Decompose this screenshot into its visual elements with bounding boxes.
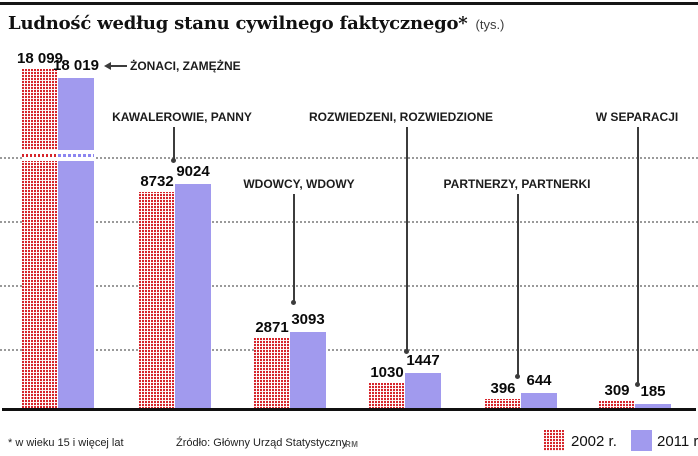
zonaci-arrowhead-icon bbox=[104, 62, 111, 70]
bar-2002-cat0 bbox=[22, 69, 58, 150]
legend: 2002 r. 2011 r. bbox=[0, 430, 698, 452]
gridline bbox=[0, 221, 698, 223]
category-label-kawalerowie: KAWALEROWIE, PANNY bbox=[112, 110, 252, 124]
wseparacji-pointer-line bbox=[637, 127, 639, 384]
x-axis bbox=[2, 408, 696, 411]
legend-label-2011: 2011 r. bbox=[657, 433, 698, 450]
value-label-2002-cat2: 2871 bbox=[255, 319, 289, 336]
footnote: * w wieku 15 i więcej lat bbox=[8, 437, 124, 449]
bar-2011-cat3 bbox=[405, 373, 441, 410]
value-label-2011-cat5: 185 bbox=[640, 383, 666, 400]
wseparacji-pointer-dot bbox=[635, 382, 640, 387]
bar-2002-cat1 bbox=[139, 192, 175, 410]
kawalerowie-pointer-dot bbox=[171, 158, 176, 163]
category-label-wseparacji: W SEPARACJI bbox=[595, 110, 679, 124]
bar-2011-cat0 bbox=[58, 78, 94, 150]
unit-note: (tys.) bbox=[475, 17, 505, 32]
category-label-partnerzy: PARTNERZY, PARTNERKI bbox=[443, 177, 591, 191]
bar-2002-cat0 bbox=[22, 161, 58, 409]
value-label-2002-cat0: 18 099 bbox=[17, 50, 63, 67]
bar-2011-cat1 bbox=[175, 184, 211, 410]
source-note: Źródło: Główny Urząd Statystyczny bbox=[176, 437, 348, 449]
value-label-2011-cat4: 644 bbox=[526, 372, 552, 389]
bar-2011-cat4 bbox=[521, 393, 557, 410]
legend-label-2002: 2002 r. bbox=[571, 433, 617, 450]
bar-2002-cat3 bbox=[369, 383, 405, 410]
rozwiedzeni-pointer-dot bbox=[404, 349, 409, 354]
value-label-2002-cat5: 309 bbox=[604, 382, 630, 399]
gridline bbox=[0, 157, 698, 159]
gridline bbox=[0, 285, 698, 287]
page-title: Ludność według stanu cywilnego faktyczne… bbox=[8, 13, 468, 34]
value-label-2011-cat3: 1447 bbox=[406, 352, 440, 369]
bar-2002-cat4 bbox=[485, 399, 521, 410]
legend-swatch-2011 bbox=[631, 430, 652, 451]
category-label-zonaci: ŻONACI, ZAMĘŻNE bbox=[130, 59, 241, 73]
legend-swatch-2002 bbox=[544, 430, 565, 451]
credit-note: RM bbox=[345, 440, 359, 449]
rozwiedzeni-pointer-line bbox=[406, 127, 408, 352]
zonaci-pointer-line bbox=[110, 65, 127, 67]
kawalerowie-pointer-line bbox=[173, 127, 175, 161]
bar-2002-cat2 bbox=[254, 338, 290, 410]
value-label-2002-cat3: 1030 bbox=[370, 364, 404, 381]
wdowcy-pointer-dot bbox=[291, 300, 296, 305]
value-label-2002-cat4: 396 bbox=[490, 380, 516, 397]
value-label-2011-cat0: 18 019 bbox=[53, 57, 99, 74]
axis-break-dashes bbox=[22, 154, 58, 157]
header: Ludność według stanu cywilnego faktyczne… bbox=[8, 13, 504, 34]
bar-2011-cat2 bbox=[290, 332, 326, 410]
partnerzy-pointer-line bbox=[517, 194, 519, 376]
value-label-2011-cat1: 9024 bbox=[176, 163, 210, 180]
bar-2011-cat0 bbox=[58, 161, 94, 409]
category-label-rozwiedzeni: ROZWIEDZENI, ROZWIEDZIONE bbox=[309, 110, 493, 124]
category-label-wdowcy: WDOWCY, WDOWY bbox=[243, 177, 355, 191]
bar-2011-cat5 bbox=[635, 404, 671, 410]
axis-break-dashes bbox=[58, 154, 94, 157]
top-rule bbox=[0, 2, 698, 5]
partnerzy-pointer-dot bbox=[515, 374, 520, 379]
bar-2002-cat5 bbox=[599, 401, 635, 410]
value-label-2011-cat2: 3093 bbox=[291, 311, 325, 328]
wdowcy-pointer-line bbox=[293, 194, 295, 303]
gridline bbox=[0, 349, 698, 351]
value-label-2002-cat1: 8732 bbox=[140, 173, 174, 190]
